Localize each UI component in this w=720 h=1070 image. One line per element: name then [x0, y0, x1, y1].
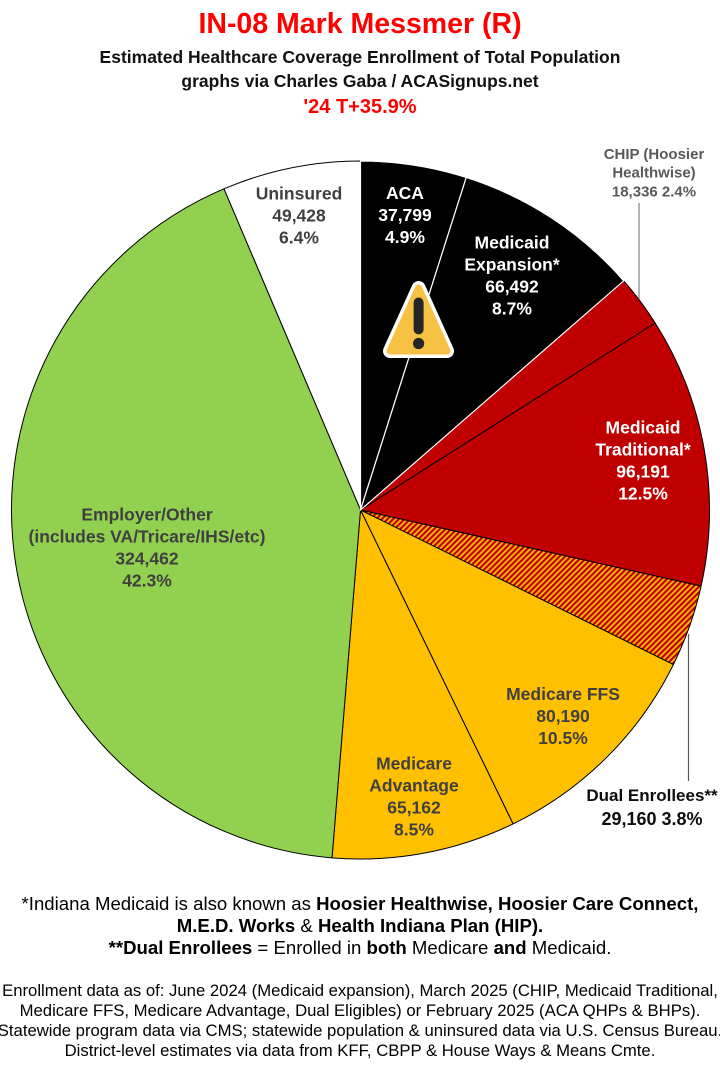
svg-text:Estimated Healthcare Coverage: Estimated Healthcare Coverage Enrollment… — [100, 47, 621, 67]
svg-text:IN-08 Mark Messmer (R): IN-08 Mark Messmer (R) — [198, 8, 521, 40]
svg-text:29,160 3.8%: 29,160 3.8% — [601, 809, 702, 829]
svg-text:Medicare: Medicare — [376, 754, 452, 774]
svg-text:Healthwise): Healthwise) — [612, 165, 695, 182]
svg-text:District-level estimates via d: District-level estimates via data from K… — [65, 1041, 656, 1060]
svg-text:M.E.D. Works & Health Indiana: M.E.D. Works & Health Indiana Plan (HIP)… — [177, 915, 543, 936]
svg-text:4.9%: 4.9% — [385, 227, 425, 247]
svg-text:6.4%: 6.4% — [279, 228, 319, 248]
svg-text:Medicare FFS: Medicare FFS — [506, 684, 620, 704]
svg-text:65,162: 65,162 — [387, 798, 441, 818]
svg-text:42.3%: 42.3% — [122, 571, 172, 591]
svg-text:49,428: 49,428 — [272, 206, 326, 226]
svg-text:Uninsured: Uninsured — [256, 184, 343, 204]
svg-text:'24 T+35.9%: '24 T+35.9% — [303, 96, 416, 118]
svg-text:Expansion*: Expansion* — [464, 255, 559, 275]
svg-text:*Indiana Medicaid is also know: *Indiana Medicaid is also known as Hoosi… — [22, 893, 699, 914]
svg-text:graphs via Charles Gaba / ACAS: graphs via Charles Gaba / ACASignups.net — [181, 71, 538, 91]
svg-text:96,191: 96,191 — [616, 462, 670, 482]
svg-text:Medicare FFS, Medicare Advanta: Medicare FFS, Medicare Advantage, Dual E… — [20, 1001, 701, 1020]
svg-text:12.5%: 12.5% — [618, 484, 668, 504]
svg-text:**Dual Enrollees = Enrolled in: **Dual Enrollees = Enrolled in both Medi… — [109, 937, 612, 958]
svg-text:10.5%: 10.5% — [538, 728, 588, 748]
svg-text:Traditional*: Traditional* — [595, 440, 690, 460]
svg-text:8.5%: 8.5% — [394, 820, 434, 840]
svg-text:Enrollment data as of: June 20: Enrollment data as of: June 2024 (Medica… — [2, 981, 718, 1000]
svg-text:Statewide program data via CMS: Statewide program data via CMS; statewid… — [0, 1021, 720, 1040]
svg-text:324,462: 324,462 — [115, 549, 179, 569]
svg-text:Medicaid: Medicaid — [606, 418, 681, 438]
svg-text:ACA: ACA — [386, 183, 424, 203]
svg-text:Dual Enrollees**: Dual Enrollees** — [586, 786, 718, 805]
svg-text:37,799: 37,799 — [378, 205, 432, 225]
svg-text:66,492: 66,492 — [485, 277, 539, 297]
svg-text:(includes VA/Tricare/IHS/etc): (includes VA/Tricare/IHS/etc) — [29, 527, 266, 547]
svg-text:80,190: 80,190 — [536, 706, 590, 726]
svg-text:18,336 2.4%: 18,336 2.4% — [612, 184, 696, 201]
svg-text:Advantage: Advantage — [369, 776, 459, 796]
svg-text:Medicaid: Medicaid — [475, 233, 550, 253]
svg-text:CHIP (Hoosier: CHIP (Hoosier — [604, 146, 705, 163]
svg-text:Employer/Other: Employer/Other — [81, 505, 212, 525]
svg-text:8.7%: 8.7% — [492, 299, 532, 319]
